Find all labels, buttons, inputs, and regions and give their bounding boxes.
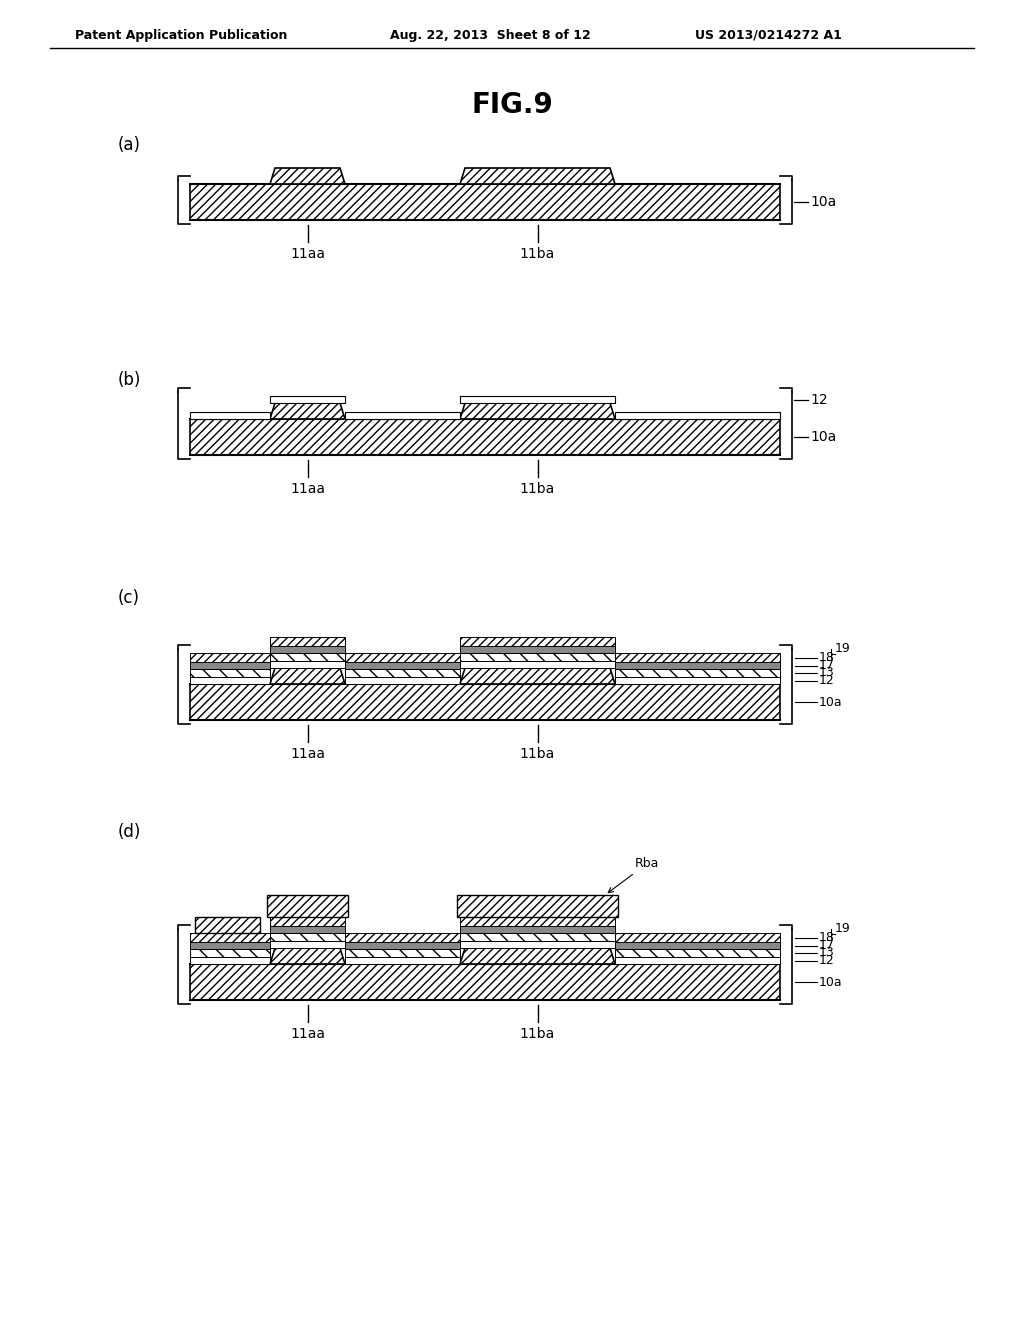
Bar: [345, 949, 460, 957]
Text: (a): (a): [118, 136, 141, 154]
Bar: [345, 412, 460, 418]
Polygon shape: [270, 403, 345, 418]
Bar: [615, 669, 780, 677]
Text: 18: 18: [819, 651, 835, 664]
Bar: [345, 669, 460, 677]
Bar: [190, 942, 270, 949]
Text: 10a: 10a: [810, 430, 837, 444]
Text: 19: 19: [835, 921, 851, 935]
Bar: [190, 669, 270, 677]
Bar: [460, 638, 615, 645]
Bar: [190, 957, 270, 964]
Bar: [615, 677, 780, 684]
Bar: [190, 677, 270, 684]
Bar: [190, 964, 780, 1001]
Bar: [270, 638, 345, 645]
Text: Patent Application Publication: Patent Application Publication: [75, 29, 288, 41]
Bar: [615, 957, 780, 964]
Bar: [460, 941, 615, 948]
Bar: [195, 917, 260, 933]
Bar: [190, 653, 270, 663]
Polygon shape: [460, 948, 615, 964]
Bar: [345, 663, 460, 669]
Bar: [270, 933, 345, 941]
Bar: [345, 677, 460, 684]
Bar: [270, 653, 345, 661]
Polygon shape: [270, 948, 345, 964]
Bar: [615, 933, 780, 942]
Text: 18: 18: [819, 931, 835, 944]
Polygon shape: [460, 168, 615, 183]
Bar: [615, 653, 780, 663]
Bar: [190, 183, 780, 220]
Bar: [345, 957, 460, 964]
Bar: [460, 933, 615, 941]
Text: 12: 12: [819, 954, 835, 968]
Bar: [190, 933, 270, 942]
Bar: [460, 653, 615, 661]
Bar: [345, 933, 460, 942]
Bar: [615, 942, 780, 949]
Text: FIG.9: FIG.9: [471, 91, 553, 119]
Text: 11ba: 11ba: [520, 1027, 555, 1041]
Text: 12: 12: [810, 392, 827, 407]
Bar: [615, 663, 780, 669]
Polygon shape: [270, 668, 345, 684]
Text: 19: 19: [835, 642, 851, 655]
Text: Rba: Rba: [608, 857, 659, 892]
Bar: [270, 396, 345, 403]
Bar: [460, 661, 615, 668]
Bar: [460, 396, 615, 403]
Text: (b): (b): [118, 371, 141, 389]
Text: (d): (d): [118, 822, 141, 841]
Text: 11aa: 11aa: [290, 247, 325, 261]
Bar: [270, 941, 345, 948]
Bar: [615, 412, 780, 418]
Bar: [190, 684, 780, 719]
Bar: [190, 412, 270, 418]
Polygon shape: [460, 668, 615, 684]
Text: 11ba: 11ba: [520, 747, 555, 762]
Text: 11aa: 11aa: [290, 1027, 325, 1041]
Text: Aug. 22, 2013  Sheet 8 of 12: Aug. 22, 2013 Sheet 8 of 12: [390, 29, 591, 41]
Polygon shape: [270, 168, 345, 183]
Bar: [345, 653, 460, 663]
Bar: [460, 917, 615, 927]
Text: 13: 13: [819, 946, 835, 960]
Bar: [270, 917, 345, 927]
Text: 10a: 10a: [819, 975, 843, 989]
Bar: [615, 949, 780, 957]
Text: 11aa: 11aa: [290, 482, 325, 496]
Bar: [190, 418, 780, 455]
Text: 10a: 10a: [810, 195, 837, 209]
Bar: [267, 895, 348, 917]
Bar: [345, 942, 460, 949]
Bar: [190, 663, 270, 669]
Text: 10a: 10a: [819, 696, 843, 709]
Text: 13: 13: [819, 667, 835, 680]
Bar: [270, 645, 345, 653]
Text: 11aa: 11aa: [290, 747, 325, 762]
Bar: [460, 927, 615, 933]
Polygon shape: [460, 403, 615, 418]
Bar: [460, 645, 615, 653]
Text: 17: 17: [819, 939, 835, 952]
Text: 11ba: 11ba: [520, 482, 555, 496]
Text: 11ba: 11ba: [520, 247, 555, 261]
Text: (c): (c): [118, 589, 140, 607]
Text: 17: 17: [819, 659, 835, 672]
Bar: [270, 661, 345, 668]
Bar: [457, 895, 618, 917]
Bar: [190, 949, 270, 957]
Text: 12: 12: [819, 675, 835, 686]
Text: US 2013/0214272 A1: US 2013/0214272 A1: [695, 29, 842, 41]
Bar: [270, 927, 345, 933]
